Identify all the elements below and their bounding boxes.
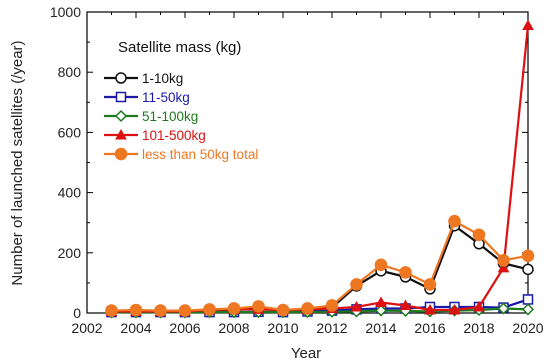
legend-marker [115,91,127,103]
legend-label: 1-10kg [142,71,183,86]
data-point [301,302,314,315]
legend-marker [115,72,127,84]
x-tick-label: 2012 [316,320,347,336]
data-point [154,304,167,317]
legend-marker [114,147,128,161]
y-tick-label: 400 [58,185,82,201]
data-point [129,303,143,317]
series-1-10kg [105,219,534,318]
data-point [227,302,241,315]
y-tick-label: 0 [73,305,81,321]
data-point [497,302,510,315]
data-point [423,278,437,291]
legend-label: less than 50kg total [142,147,258,162]
data-point [522,19,534,31]
data-point [375,296,387,307]
plot-series [105,19,535,319]
data-point [472,228,486,242]
data-point [399,266,412,279]
legend-item: 1-10kg [104,71,183,86]
x-tick-label: 2020 [512,320,543,336]
legend-item: less than 50kg total [104,147,258,162]
data-point [497,261,510,273]
y-tick-label: 600 [58,124,82,140]
x-tick-label: 2006 [169,320,200,336]
x-tick-label: 2010 [267,320,298,336]
data-point [374,258,388,272]
data-point [521,303,535,316]
legend-label: 51-100kg [142,109,198,124]
legend-item: 51-100kg [104,109,198,124]
y-tick-label: 1000 [50,4,81,20]
legend-item: 101-500kg [104,128,206,143]
data-point [350,300,363,312]
data-point [350,278,363,291]
data-point [448,303,461,315]
series-101-500kg [105,19,534,316]
data-point [497,254,510,267]
y-tick-label: 800 [58,64,82,80]
series-line [111,25,530,313]
series-line [111,224,529,313]
x-tick-label: 2008 [218,320,249,336]
legend-label: 11-50kg [142,90,190,105]
y-axis-label: Number of launched satellites (/year) [9,40,26,285]
data-point [276,303,290,317]
data-point [522,294,534,305]
x-tick-label: 2004 [120,320,151,336]
legend-marker [115,128,127,140]
data-point [105,304,118,317]
data-point [521,249,535,263]
y-tick-label: 200 [58,245,82,261]
data-point [448,214,461,228]
data-point [522,263,534,276]
x-tick-label: 2014 [365,320,396,336]
series-less-than-50kg-total [105,214,535,317]
legend: Satellite mass (kg) 1-10kg 11-50kg 51-100k… [104,39,258,162]
legend-title: Satellite mass (kg) [118,39,241,56]
data-point [325,299,339,312]
x-tick-label: 2002 [71,320,102,336]
x-tick-label: 2016 [414,320,445,336]
data-point [473,300,485,312]
x-axis-label: Year [291,345,321,362]
legend-item: 11-50kg [104,90,190,105]
legend-marker [114,109,128,123]
data-point [178,304,192,317]
data-point [252,300,265,313]
data-point [203,303,216,316]
plot-frame [86,11,529,314]
data-point [424,303,436,315]
data-point [374,304,388,317]
data-point [399,299,412,310]
legend-label: 101-500kg [142,128,206,143]
x-tick-label: 2018 [463,320,494,336]
